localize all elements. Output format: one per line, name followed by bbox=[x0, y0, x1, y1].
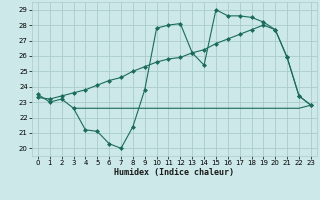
X-axis label: Humidex (Indice chaleur): Humidex (Indice chaleur) bbox=[115, 168, 234, 177]
